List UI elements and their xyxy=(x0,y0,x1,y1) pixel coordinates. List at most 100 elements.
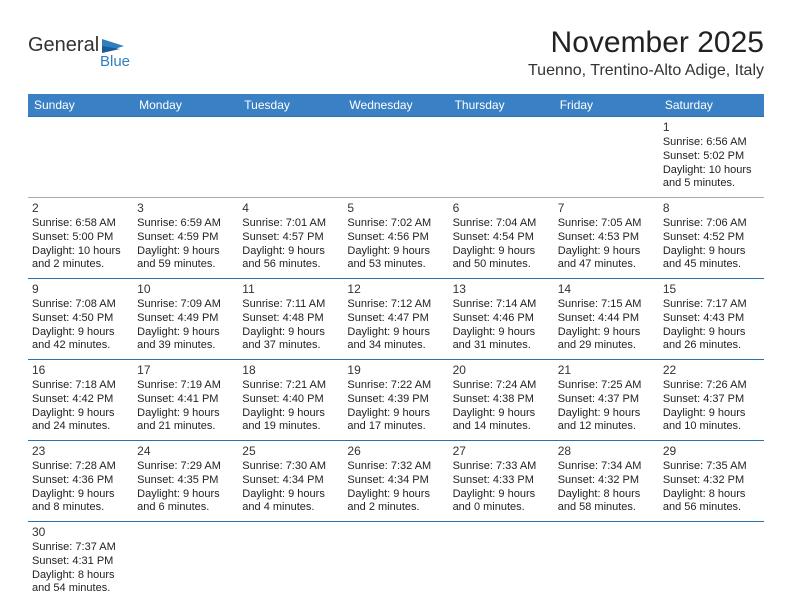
day-number: 12 xyxy=(347,282,444,297)
day-number: 28 xyxy=(558,444,655,459)
sunset-line: Sunset: 4:34 PM xyxy=(347,474,444,488)
calendar-cell-empty xyxy=(659,522,764,603)
sunrise-line: Sunrise: 7:37 AM xyxy=(32,541,129,555)
day-number: 18 xyxy=(242,363,339,378)
sunset-line: Sunset: 4:33 PM xyxy=(453,474,550,488)
day-number: 16 xyxy=(32,363,129,378)
daylight-line: Daylight: 9 hours and 10 minutes. xyxy=(663,407,760,435)
calendar-row: 1Sunrise: 6:56 AMSunset: 5:02 PMDaylight… xyxy=(28,117,764,198)
calendar-row: 23Sunrise: 7:28 AMSunset: 4:36 PMDayligh… xyxy=(28,441,764,522)
calendar-cell: 15Sunrise: 7:17 AMSunset: 4:43 PMDayligh… xyxy=(659,279,764,360)
sunset-line: Sunset: 4:54 PM xyxy=(453,231,550,245)
day-number: 24 xyxy=(137,444,234,459)
daylight-line: Daylight: 9 hours and 34 minutes. xyxy=(347,326,444,354)
sunset-line: Sunset: 4:36 PM xyxy=(32,474,129,488)
sunrise-line: Sunrise: 7:17 AM xyxy=(663,298,760,312)
day-number: 26 xyxy=(347,444,444,459)
day-number: 9 xyxy=(32,282,129,297)
daylight-line: Daylight: 9 hours and 4 minutes. xyxy=(242,488,339,516)
daylight-line: Daylight: 8 hours and 58 minutes. xyxy=(558,488,655,516)
daylight-line: Daylight: 9 hours and 39 minutes. xyxy=(137,326,234,354)
sunset-line: Sunset: 4:43 PM xyxy=(663,312,760,326)
sunrise-line: Sunrise: 7:34 AM xyxy=(558,460,655,474)
sunrise-line: Sunrise: 7:25 AM xyxy=(558,379,655,393)
sunrise-line: Sunrise: 7:29 AM xyxy=(137,460,234,474)
calendar-body: 1Sunrise: 6:56 AMSunset: 5:02 PMDaylight… xyxy=(28,117,764,603)
day-header: Thursday xyxy=(449,94,554,117)
sunset-line: Sunset: 4:59 PM xyxy=(137,231,234,245)
sunset-line: Sunset: 4:57 PM xyxy=(242,231,339,245)
daylight-line: Daylight: 10 hours and 5 minutes. xyxy=(663,164,760,192)
sunset-line: Sunset: 4:50 PM xyxy=(32,312,129,326)
calendar-cell-empty xyxy=(554,522,659,603)
daylight-line: Daylight: 9 hours and 45 minutes. xyxy=(663,245,760,273)
sunset-line: Sunset: 4:32 PM xyxy=(558,474,655,488)
sunrise-line: Sunrise: 7:12 AM xyxy=(347,298,444,312)
sunrise-line: Sunrise: 7:15 AM xyxy=(558,298,655,312)
calendar-row: 9Sunrise: 7:08 AMSunset: 4:50 PMDaylight… xyxy=(28,279,764,360)
calendar-cell: 20Sunrise: 7:24 AMSunset: 4:38 PMDayligh… xyxy=(449,360,554,441)
sunset-line: Sunset: 4:42 PM xyxy=(32,393,129,407)
calendar-cell: 18Sunrise: 7:21 AMSunset: 4:40 PMDayligh… xyxy=(238,360,343,441)
daylight-line: Daylight: 9 hours and 14 minutes. xyxy=(453,407,550,435)
calendar-cell: 7Sunrise: 7:05 AMSunset: 4:53 PMDaylight… xyxy=(554,198,659,279)
day-number: 2 xyxy=(32,201,129,216)
daylight-line: Daylight: 8 hours and 54 minutes. xyxy=(32,569,129,597)
sunrise-line: Sunrise: 7:01 AM xyxy=(242,217,339,231)
day-number: 3 xyxy=(137,201,234,216)
calendar-cell-empty xyxy=(133,117,238,198)
daylight-line: Daylight: 9 hours and 31 minutes. xyxy=(453,326,550,354)
daylight-line: Daylight: 9 hours and 24 minutes. xyxy=(32,407,129,435)
calendar-cell-empty xyxy=(238,117,343,198)
calendar-cell: 25Sunrise: 7:30 AMSunset: 4:34 PMDayligh… xyxy=(238,441,343,522)
sunset-line: Sunset: 4:37 PM xyxy=(663,393,760,407)
sunrise-line: Sunrise: 7:02 AM xyxy=(347,217,444,231)
calendar-cell: 3Sunrise: 6:59 AMSunset: 4:59 PMDaylight… xyxy=(133,198,238,279)
calendar-cell-empty xyxy=(238,522,343,603)
sunset-line: Sunset: 4:31 PM xyxy=(32,555,129,569)
daylight-line: Daylight: 9 hours and 47 minutes. xyxy=(558,245,655,273)
daylight-line: Daylight: 10 hours and 2 minutes. xyxy=(32,245,129,273)
sunset-line: Sunset: 4:35 PM xyxy=(137,474,234,488)
day-number: 11 xyxy=(242,282,339,297)
calendar-cell: 30Sunrise: 7:37 AMSunset: 4:31 PMDayligh… xyxy=(28,522,133,603)
day-number: 1 xyxy=(663,120,760,135)
calendar-cell: 13Sunrise: 7:14 AMSunset: 4:46 PMDayligh… xyxy=(449,279,554,360)
flag-icon xyxy=(100,37,128,55)
daylight-line: Daylight: 9 hours and 56 minutes. xyxy=(242,245,339,273)
sunset-line: Sunset: 4:46 PM xyxy=(453,312,550,326)
day-number: 5 xyxy=(347,201,444,216)
calendar-cell: 8Sunrise: 7:06 AMSunset: 4:52 PMDaylight… xyxy=(659,198,764,279)
sunset-line: Sunset: 4:53 PM xyxy=(558,231,655,245)
sunset-line: Sunset: 4:38 PM xyxy=(453,393,550,407)
day-number: 8 xyxy=(663,201,760,216)
header: General Blue November 2025 Tuenno, Trent… xyxy=(28,26,764,80)
sunset-line: Sunset: 4:49 PM xyxy=(137,312,234,326)
calendar-cell: 5Sunrise: 7:02 AMSunset: 4:56 PMDaylight… xyxy=(343,198,448,279)
sunrise-line: Sunrise: 6:56 AM xyxy=(663,136,760,150)
calendar-cell: 17Sunrise: 7:19 AMSunset: 4:41 PMDayligh… xyxy=(133,360,238,441)
sunrise-line: Sunrise: 6:58 AM xyxy=(32,217,129,231)
sunrise-line: Sunrise: 7:04 AM xyxy=(453,217,550,231)
calendar-cell-empty xyxy=(343,522,448,603)
sunrise-line: Sunrise: 7:24 AM xyxy=(453,379,550,393)
daylight-line: Daylight: 9 hours and 42 minutes. xyxy=(32,326,129,354)
daylight-line: Daylight: 9 hours and 26 minutes. xyxy=(663,326,760,354)
daylight-line: Daylight: 9 hours and 29 minutes. xyxy=(558,326,655,354)
day-number: 14 xyxy=(558,282,655,297)
calendar-cell: 26Sunrise: 7:32 AMSunset: 4:34 PMDayligh… xyxy=(343,441,448,522)
day-number: 27 xyxy=(453,444,550,459)
daylight-line: Daylight: 9 hours and 8 minutes. xyxy=(32,488,129,516)
sunrise-line: Sunrise: 7:32 AM xyxy=(347,460,444,474)
sunset-line: Sunset: 4:41 PM xyxy=(137,393,234,407)
day-number: 21 xyxy=(558,363,655,378)
calendar-cell: 4Sunrise: 7:01 AMSunset: 4:57 PMDaylight… xyxy=(238,198,343,279)
sunrise-line: Sunrise: 7:08 AM xyxy=(32,298,129,312)
sunrise-line: Sunrise: 7:21 AM xyxy=(242,379,339,393)
day-number: 17 xyxy=(137,363,234,378)
calendar-cell-empty xyxy=(449,117,554,198)
calendar-cell-empty xyxy=(133,522,238,603)
sunrise-line: Sunrise: 7:26 AM xyxy=(663,379,760,393)
daylight-line: Daylight: 9 hours and 6 minutes. xyxy=(137,488,234,516)
daylight-line: Daylight: 9 hours and 19 minutes. xyxy=(242,407,339,435)
